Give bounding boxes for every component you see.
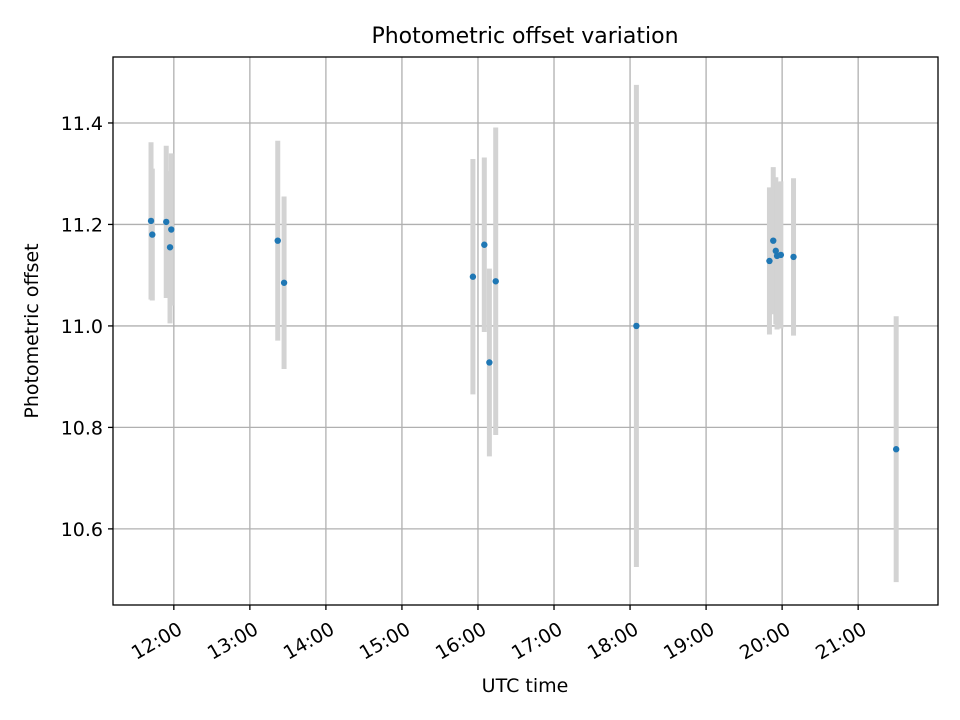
x-tick-label: 17:00 — [508, 618, 566, 664]
point-layer — [147, 217, 900, 453]
y-tick-label: 10.8 — [61, 417, 103, 439]
x-tick-label: 19:00 — [660, 618, 718, 664]
x-tick-label: 16:00 — [432, 618, 490, 664]
tick-layer: 12:00 13:00 14:00 15:00 16:00 17:00 18:00 19:00… — [61, 113, 871, 665]
data-point — [892, 446, 900, 453]
y-axis-label: Photometric offset — [21, 243, 43, 418]
data-point — [168, 226, 175, 233]
x-tick-label: 18:00 — [584, 618, 642, 664]
chart-title: Photometric offset variation — [371, 24, 678, 49]
y-tick-label: 11.4 — [61, 113, 103, 135]
x-tick-label: 12:00 — [128, 618, 186, 664]
data-point — [772, 247, 779, 255]
data-point — [469, 273, 477, 280]
data-point — [166, 244, 174, 251]
x-tick-label: 14:00 — [280, 618, 338, 664]
data-point — [766, 257, 773, 265]
x-tick-label: 15:00 — [356, 618, 414, 664]
x-axis-label: UTC time — [482, 675, 569, 697]
data-point — [163, 218, 170, 226]
data-point — [492, 278, 499, 285]
x-tick-label: 21:00 — [812, 618, 870, 664]
y-tick-label: 11.0 — [61, 316, 103, 338]
y-tick-label: 11.2 — [61, 214, 103, 236]
data-point — [633, 322, 640, 330]
grid-layer — [113, 57, 938, 605]
data-point — [486, 359, 493, 366]
data-point — [770, 237, 777, 244]
data-point — [790, 253, 797, 261]
x-tick-label: 13:00 — [204, 618, 262, 664]
y-tick-label: 10.6 — [61, 519, 103, 541]
data-point — [274, 237, 281, 244]
data-point — [147, 217, 155, 225]
data-point — [481, 241, 488, 248]
data-point — [149, 231, 156, 238]
errorbar-layer — [148, 84, 899, 583]
data-point — [777, 251, 785, 259]
data-point — [280, 279, 288, 286]
plot-frame — [112, 56, 939, 606]
x-tick-label: 20:00 — [736, 618, 794, 664]
